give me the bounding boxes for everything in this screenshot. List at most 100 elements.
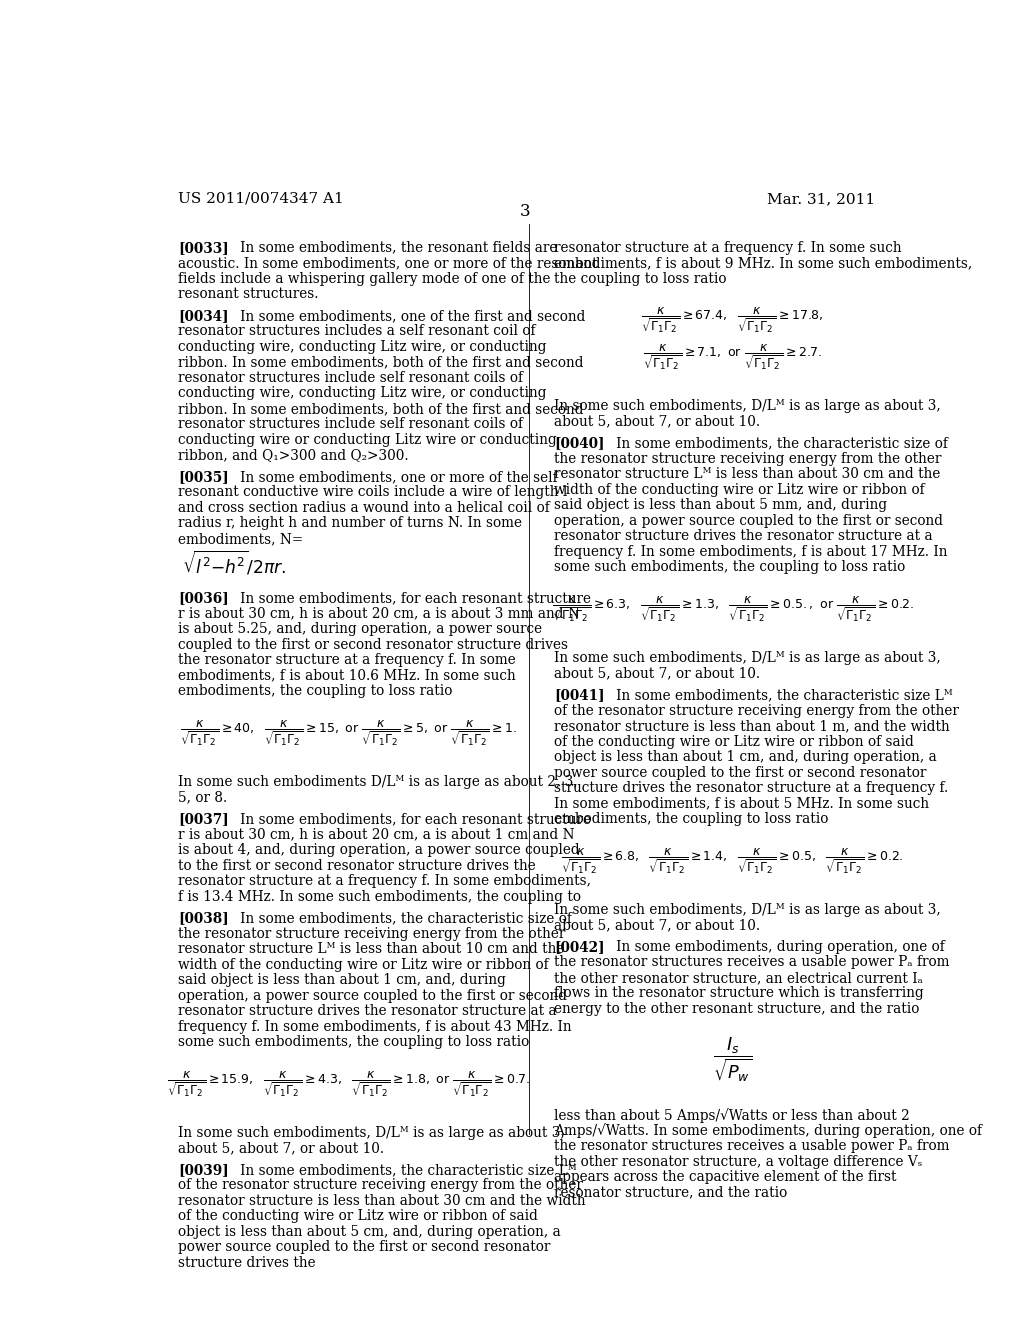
Text: [0035]: [0035] xyxy=(178,470,228,484)
Text: of the resonator structure receiving energy from the other: of the resonator structure receiving ene… xyxy=(554,704,959,718)
Text: 3: 3 xyxy=(519,203,530,220)
Text: resonator structures include self resonant coils of: resonator structures include self resona… xyxy=(178,417,523,432)
Text: structure drives the resonator structure at a frequency f.: structure drives the resonator structure… xyxy=(554,781,948,795)
Text: [0039]: [0039] xyxy=(178,1163,228,1177)
Text: of the resonator structure receiving energy from the other: of the resonator structure receiving ene… xyxy=(178,1179,583,1192)
Text: [0036]: [0036] xyxy=(178,591,228,605)
Text: resonator structure at a frequency f. In some embodiments,: resonator structure at a frequency f. In… xyxy=(178,874,591,888)
Text: some such embodiments, the coupling to loss ratio: some such embodiments, the coupling to l… xyxy=(554,560,905,574)
Text: [0033]: [0033] xyxy=(178,240,228,255)
Text: object is less than about 5 cm, and, during operation, a: object is less than about 5 cm, and, dur… xyxy=(178,1225,561,1239)
Text: resonant structures.: resonant structures. xyxy=(178,288,318,301)
Text: some such embodiments, the coupling to loss ratio: some such embodiments, the coupling to l… xyxy=(178,1035,529,1049)
Text: r is about 30 cm, h is about 20 cm, a is about 3 mm and N: r is about 30 cm, h is about 20 cm, a is… xyxy=(178,607,580,620)
Text: [0034]: [0034] xyxy=(178,309,228,323)
Text: ribbon. In some embodiments, both of the first and second: ribbon. In some embodiments, both of the… xyxy=(178,355,584,370)
Text: In some such embodiments, D/Lᴹ is as large as about 3,: In some such embodiments, D/Lᴹ is as lar… xyxy=(554,651,941,665)
Text: In some embodiments, f is about 5 MHz. In some such: In some embodiments, f is about 5 MHz. I… xyxy=(554,796,930,810)
Text: is about 5.25, and, during operation, a power source: is about 5.25, and, during operation, a … xyxy=(178,622,542,636)
Text: the resonator structure receiving energy from the other: the resonator structure receiving energy… xyxy=(178,927,565,941)
Text: the other resonator structure, a voltage difference Vₛ: the other resonator structure, a voltage… xyxy=(554,1155,923,1168)
Text: fields include a whispering gallery mode of one of the: fields include a whispering gallery mode… xyxy=(178,272,551,285)
Text: about 5, about 7, or about 10.: about 5, about 7, or about 10. xyxy=(554,414,760,429)
Text: embodiments, N=: embodiments, N= xyxy=(178,532,303,546)
Text: In some such embodiments, D/Lᴹ is as large as about 3,: In some such embodiments, D/Lᴹ is as lar… xyxy=(554,903,941,917)
Text: power source coupled to the first or second resonator: power source coupled to the first or sec… xyxy=(178,1241,550,1254)
Text: operation, a power source coupled to the first or second: operation, a power source coupled to the… xyxy=(178,989,567,1003)
Text: of the conducting wire or Litz wire or ribbon of said: of the conducting wire or Litz wire or r… xyxy=(178,1209,538,1224)
Text: frequency f. In some embodiments, f is about 43 MHz. In: frequency f. In some embodiments, f is a… xyxy=(178,1019,571,1034)
Text: f is 13.4 MHz. In some such embodiments, the coupling to: f is 13.4 MHz. In some such embodiments,… xyxy=(178,890,581,903)
Text: resonator structure is less than about 1 m, and the width: resonator structure is less than about 1… xyxy=(554,719,950,733)
Text: In some embodiments, the characteristic size Lᴹ: In some embodiments, the characteristic … xyxy=(603,688,953,702)
Text: about 5, about 7, or about 10.: about 5, about 7, or about 10. xyxy=(554,667,760,680)
Text: structure drives the: structure drives the xyxy=(178,1255,315,1270)
Text: $\dfrac{\kappa}{\sqrt{\Gamma_1\Gamma_2}} \geq 67.4,\ \ \dfrac{\kappa}{\sqrt{\Gam: $\dfrac{\kappa}{\sqrt{\Gamma_1\Gamma_2}}… xyxy=(641,305,824,335)
Text: embodiments, the coupling to loss ratio: embodiments, the coupling to loss ratio xyxy=(554,812,828,826)
Text: and cross section radius a wound into a helical coil of: and cross section radius a wound into a … xyxy=(178,500,550,515)
Text: In some embodiments, the characteristic size of: In some embodiments, the characteristic … xyxy=(227,911,572,925)
Text: said object is less than about 1 cm, and, during: said object is less than about 1 cm, and… xyxy=(178,973,506,987)
Text: r is about 30 cm, h is about 20 cm, a is about 1 cm and N: r is about 30 cm, h is about 20 cm, a is… xyxy=(178,828,574,842)
Text: embodiments, the coupling to loss ratio: embodiments, the coupling to loss ratio xyxy=(178,684,453,698)
Text: conducting wire, conducting Litz wire, or conducting: conducting wire, conducting Litz wire, o… xyxy=(178,339,547,354)
Text: less than about 5 Amps/√Watts or less than about 2: less than about 5 Amps/√Watts or less th… xyxy=(554,1107,910,1123)
Text: In some such embodiments, D/Lᴹ is as large as about 3,: In some such embodiments, D/Lᴹ is as lar… xyxy=(178,1126,565,1140)
Text: In some embodiments, during operation, one of: In some embodiments, during operation, o… xyxy=(603,940,945,954)
Text: the resonator structure at a frequency f. In some: the resonator structure at a frequency f… xyxy=(178,653,516,667)
Text: width of the conducting wire or Litz wire or ribbon of: width of the conducting wire or Litz wir… xyxy=(554,483,925,496)
Text: $\dfrac{\kappa}{\sqrt{\Gamma_1\Gamma_2}} \geq 6.8,\ \ \dfrac{\kappa}{\sqrt{\Gamm: $\dfrac{\kappa}{\sqrt{\Gamma_1\Gamma_2}}… xyxy=(561,846,904,875)
Text: In some embodiments, the characteristic size Lᴹ: In some embodiments, the characteristic … xyxy=(227,1163,577,1177)
Text: acoustic. In some embodiments, one or more of the resonant: acoustic. In some embodiments, one or mo… xyxy=(178,256,598,271)
Text: In some such embodiments, D/Lᴹ is as large as about 3,: In some such embodiments, D/Lᴹ is as lar… xyxy=(554,399,941,413)
Text: In some embodiments, for each resonant structure: In some embodiments, for each resonant s… xyxy=(227,812,591,826)
Text: of the conducting wire or Litz wire or ribbon of said: of the conducting wire or Litz wire or r… xyxy=(554,734,914,748)
Text: In some such embodiments D/Lᴹ is as large as about 2, 3,: In some such embodiments D/Lᴹ is as larg… xyxy=(178,775,578,789)
Text: Amps/√Watts. In some embodiments, during operation, one of: Amps/√Watts. In some embodiments, during… xyxy=(554,1123,982,1138)
Text: resonator structure drives the resonator structure at a: resonator structure drives the resonator… xyxy=(178,1005,557,1018)
Text: resonator structure at a frequency f. In some such: resonator structure at a frequency f. In… xyxy=(554,240,902,255)
Text: conducting wire, conducting Litz wire, or conducting: conducting wire, conducting Litz wire, o… xyxy=(178,387,547,400)
Text: appears across the capacitive element of the first: appears across the capacitive element of… xyxy=(554,1170,897,1184)
Text: US 2011/0074347 A1: US 2011/0074347 A1 xyxy=(178,191,344,206)
Text: [0037]: [0037] xyxy=(178,812,228,826)
Text: conducting wire or conducting Litz wire or conducting: conducting wire or conducting Litz wire … xyxy=(178,433,557,447)
Text: resonator structure, and the ratio: resonator structure, and the ratio xyxy=(554,1185,787,1200)
Text: embodiments, f is about 10.6 MHz. In some such: embodiments, f is about 10.6 MHz. In som… xyxy=(178,669,516,682)
Text: the resonator structures receives a usable power Pₐ from: the resonator structures receives a usab… xyxy=(554,1139,949,1154)
Text: operation, a power source coupled to the first or second: operation, a power source coupled to the… xyxy=(554,513,943,528)
Text: $\dfrac{\kappa}{\sqrt{\Gamma_1\Gamma_2}} \geq 7.1,\ \mathrm{or}\ \dfrac{\kappa}{: $\dfrac{\kappa}{\sqrt{\Gamma_1\Gamma_2}}… xyxy=(643,342,822,372)
Text: object is less than about 1 cm, and, during operation, a: object is less than about 1 cm, and, dur… xyxy=(554,750,937,764)
Text: coupled to the first or second resonator structure drives: coupled to the first or second resonator… xyxy=(178,638,568,652)
Text: ribbon. In some embodiments, both of the first and second: ribbon. In some embodiments, both of the… xyxy=(178,401,584,416)
Text: width of the conducting wire or Litz wire or ribbon of: width of the conducting wire or Litz wir… xyxy=(178,957,549,972)
Text: In some embodiments, one or more of the self: In some embodiments, one or more of the … xyxy=(227,470,558,484)
Text: resonator structures include self resonant coils of: resonator structures include self resona… xyxy=(178,371,523,385)
Text: resonant conductive wire coils include a wire of length l: resonant conductive wire coils include a… xyxy=(178,486,567,499)
Text: resonator structures includes a self resonant coil of: resonator structures includes a self res… xyxy=(178,325,536,338)
Text: the resonator structure receiving energy from the other: the resonator structure receiving energy… xyxy=(554,451,941,466)
Text: is about 4, and, during operation, a power source coupled: is about 4, and, during operation, a pow… xyxy=(178,843,580,857)
Text: frequency f. In some embodiments, f is about 17 MHz. In: frequency f. In some embodiments, f is a… xyxy=(554,545,947,558)
Text: resonator structure is less than about 30 cm and the width: resonator structure is less than about 3… xyxy=(178,1193,586,1208)
Text: energy to the other resonant structure, and the ratio: energy to the other resonant structure, … xyxy=(554,1002,920,1016)
Text: Mar. 31, 2011: Mar. 31, 2011 xyxy=(767,191,876,206)
Text: the other resonator structure, an electrical current Iₐ: the other resonator structure, an electr… xyxy=(554,970,923,985)
Text: [0040]: [0040] xyxy=(554,436,604,450)
Text: resonator structure Lᴹ is less than about 30 cm and the: resonator structure Lᴹ is less than abou… xyxy=(554,467,940,482)
Text: about 5, about 7, or about 10.: about 5, about 7, or about 10. xyxy=(178,1142,384,1155)
Text: the coupling to loss ratio: the coupling to loss ratio xyxy=(554,272,727,285)
Text: In some embodiments, for each resonant structure: In some embodiments, for each resonant s… xyxy=(227,591,591,605)
Text: $\dfrac{\kappa}{\sqrt{\Gamma_1\Gamma_2}} \geq 6.3,\ \ \dfrac{\kappa}{\sqrt{\Gamm: $\dfrac{\kappa}{\sqrt{\Gamma_1\Gamma_2}}… xyxy=(552,594,913,624)
Text: $\dfrac{\kappa}{\sqrt{\Gamma_1\Gamma_2}} \geq 15.9,\ \ \dfrac{\kappa}{\sqrt{\Gam: $\dfrac{\kappa}{\sqrt{\Gamma_1\Gamma_2}}… xyxy=(167,1069,530,1098)
Text: In some embodiments, one of the first and second: In some embodiments, one of the first an… xyxy=(227,309,586,323)
Text: $\sqrt{l^2{-}h^2}/2\pi r.$: $\sqrt{l^2{-}h^2}/2\pi r.$ xyxy=(182,549,286,577)
Text: In some embodiments, the resonant fields are: In some embodiments, the resonant fields… xyxy=(227,240,558,255)
Text: said object is less than about 5 mm, and, during: said object is less than about 5 mm, and… xyxy=(554,498,887,512)
Text: [0038]: [0038] xyxy=(178,911,228,925)
Text: [0042]: [0042] xyxy=(554,940,605,954)
Text: resonator structure drives the resonator structure at a: resonator structure drives the resonator… xyxy=(554,529,933,544)
Text: $\dfrac{I_s}{\sqrt{P_w}}$: $\dfrac{I_s}{\sqrt{P_w}}$ xyxy=(713,1036,753,1084)
Text: the resonator structures receives a usable power Pₐ from: the resonator structures receives a usab… xyxy=(554,956,949,969)
Text: to the first or second resonator structure drives the: to the first or second resonator structu… xyxy=(178,858,536,873)
